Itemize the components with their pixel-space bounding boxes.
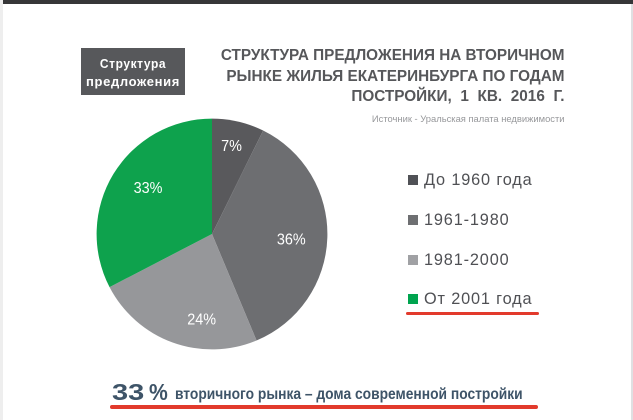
svg-text:24%: 24% — [187, 311, 216, 329]
svg-text:36%: 36% — [277, 231, 306, 249]
svg-text:33%: 33% — [134, 179, 163, 197]
svg-text:7%: 7% — [221, 137, 242, 155]
